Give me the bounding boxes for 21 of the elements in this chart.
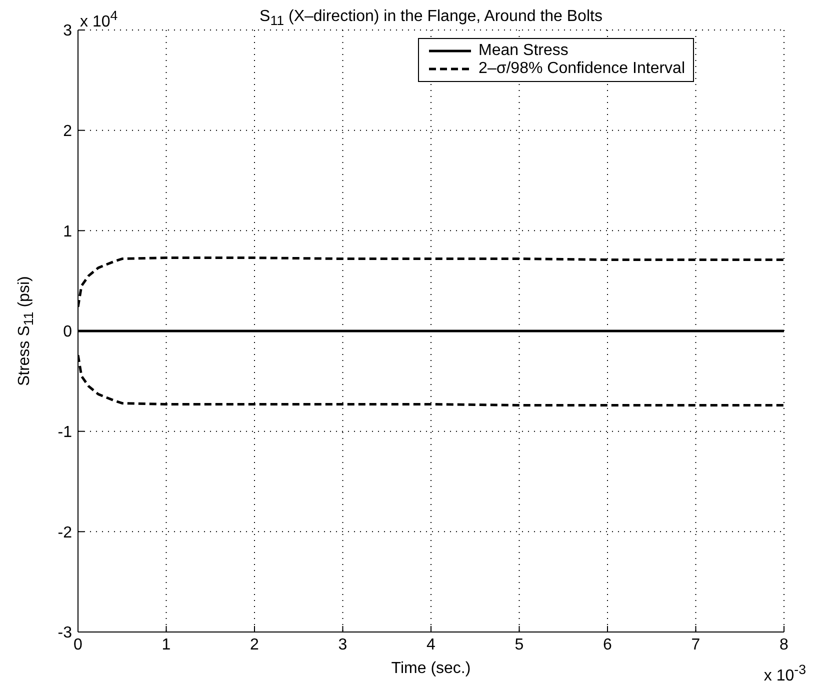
legend-label: 2–σ/98% Confidence Interval	[478, 60, 685, 78]
x-tick-label: 1	[162, 636, 171, 654]
y-tick-label: 0	[63, 324, 72, 341]
y-tick-label: 2	[63, 123, 72, 140]
y-tick-label: -3	[58, 624, 72, 642]
x-axis-title: Time (sec.)	[391, 660, 471, 677]
x-tick-label: 5	[514, 636, 524, 654]
text: x 10$^{-3}$	[764, 662, 806, 686]
chart-title: S$_{11}$ (X–direction) in the Flange, Around the Bolts	[260, 8, 602, 28]
legend-label: Mean Stress	[478, 42, 568, 60]
y-tick-label: 1	[63, 223, 72, 240]
y-tick-label: 3	[63, 22, 72, 40]
y-tick-label: -1	[58, 424, 72, 442]
x-tick-label: 8	[780, 636, 789, 654]
x-tick-label: 7	[691, 636, 700, 654]
x-tick-label: 4	[426, 636, 436, 654]
annotation: x 10$^{4}$	[80, 8, 118, 32]
x-tick-label: 3	[338, 636, 348, 654]
x-tick-label: 6	[603, 636, 612, 654]
x-tick-label: 2	[250, 636, 260, 654]
y-tick-label: -2	[58, 524, 72, 542]
